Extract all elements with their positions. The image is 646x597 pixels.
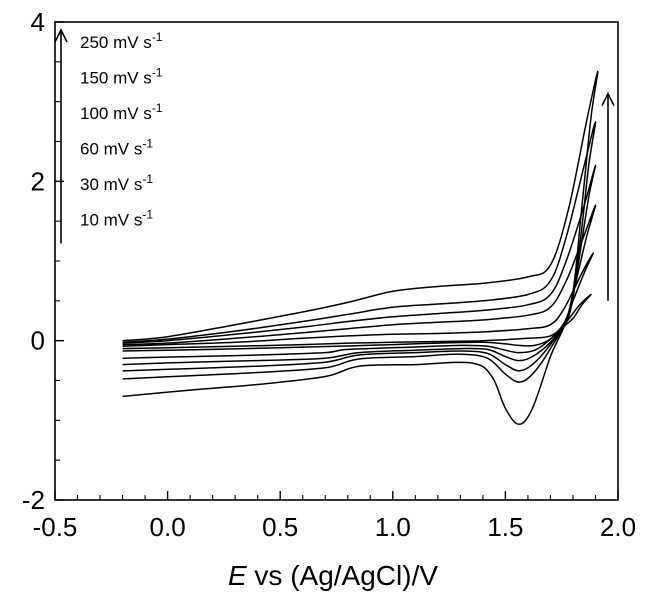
legend-entry-exponent: -1 — [152, 30, 163, 44]
legend-entry-exponent: -1 — [142, 137, 153, 151]
x-tick-label: 1.0 — [375, 512, 411, 542]
x-axis-title: E vs (Ag/AgCl)/V — [228, 560, 438, 591]
legend-entry: 10 mV s-1 — [80, 208, 153, 230]
cv-curve-30-mV-s — [122, 252, 594, 359]
legend-entry: 150 mV s-1 — [80, 66, 163, 88]
legend-entry-exponent: -1 — [142, 208, 153, 222]
legend-entry-exponent: -1 — [142, 172, 153, 186]
legend-entry-value: 30 mV s — [80, 175, 142, 194]
peak-arrow-head — [601, 91, 615, 107]
x-axis-title-variable: E — [228, 560, 247, 591]
legend-entry-value: 100 mV s — [80, 104, 152, 123]
x-axis-title-text: vs (Ag/AgCl)/V — [247, 560, 439, 591]
tick-labels: -0.5 0.0 0.5 1.0 1.5 2.0 -2 0 2 4 — [22, 7, 636, 542]
axis-ticks — [54, 21, 619, 501]
cv-curve-10-mV-s — [122, 293, 592, 352]
legend-entry-value: 150 mV s — [80, 69, 152, 88]
x-tick-label: -0.5 — [33, 512, 78, 542]
y-tick-label: 4 — [31, 7, 45, 37]
legend-entry-exponent: -1 — [152, 101, 163, 115]
cv-curves — [122, 70, 599, 426]
legend-entry: 60 mV s-1 — [80, 137, 153, 159]
legend-entry: 100 mV s-1 — [80, 101, 163, 123]
x-tick-label: 1.5 — [487, 512, 523, 542]
plot-frame — [54, 21, 619, 501]
y-tick-label: 2 — [31, 166, 45, 196]
cv-curve-150-mV-s — [122, 120, 597, 383]
x-tick-label: 0.5 — [262, 512, 298, 542]
cv-curve-100-mV-s — [122, 164, 597, 372]
cv-curve-60-mV-s — [122, 204, 597, 366]
legend-entry-value: 250 mV s — [80, 33, 152, 52]
legend-entry-value: 60 mV s — [80, 140, 142, 159]
legend-entry-value: 10 mV s — [80, 211, 142, 230]
y-tick-label: -2 — [22, 485, 45, 515]
x-tick-label: 0.0 — [150, 512, 186, 542]
plot-border — [54, 21, 619, 501]
legend-entry: 250 mV s-1 — [80, 30, 163, 52]
cv-curve-250-mV-s — [122, 70, 599, 426]
legend-arrow-head — [54, 28, 68, 43]
scan-rate-arrows — [601, 91, 615, 301]
y-tick-label: 0 — [31, 326, 45, 356]
legend-entry-exponent: -1 — [152, 66, 163, 80]
legend-entry: 30 mV s-1 — [80, 172, 153, 194]
x-tick-label: 2.0 — [600, 512, 636, 542]
